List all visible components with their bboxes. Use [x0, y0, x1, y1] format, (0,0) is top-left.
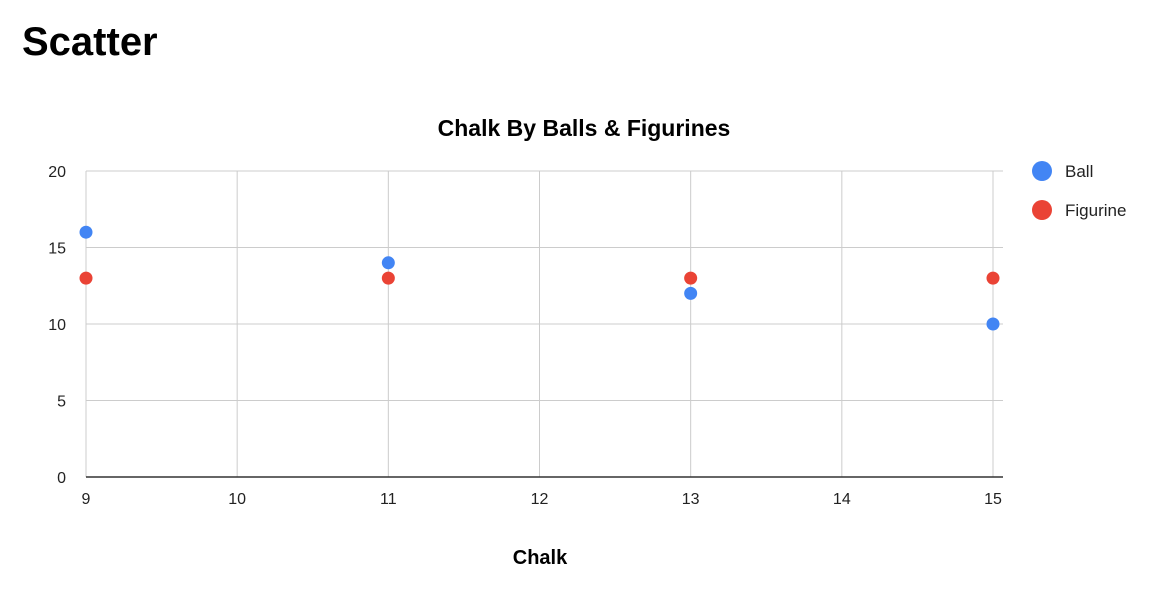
x-tick-label: 14: [833, 491, 851, 508]
data-points: [79, 225, 1000, 331]
legend-label-ball: Ball: [1065, 162, 1093, 181]
legend-marker-ball: [1032, 161, 1052, 181]
page-heading: Scatter: [22, 20, 158, 64]
y-tick-label: 5: [57, 394, 66, 411]
ball-point[interactable]: [79, 225, 93, 239]
y-tick-label: 0: [57, 470, 66, 487]
figurine-point[interactable]: [986, 271, 1000, 285]
chart-title: Chalk By Balls & Figurines: [438, 115, 731, 141]
x-axis-label: Chalk: [513, 547, 568, 569]
y-tick-label: 10: [48, 317, 66, 334]
y-tick-label: 20: [48, 164, 66, 181]
legend-label-figurine: Figurine: [1065, 201, 1126, 220]
x-tick-label: 13: [682, 491, 700, 508]
ball-point[interactable]: [381, 256, 395, 270]
figurine-point[interactable]: [684, 271, 698, 285]
figurine-point[interactable]: [381, 271, 395, 285]
ball-point[interactable]: [986, 317, 1000, 331]
ball-point[interactable]: [684, 286, 698, 300]
legend-marker-figurine: [1032, 200, 1052, 220]
figurine-point[interactable]: [79, 271, 93, 285]
x-tick-label: 15: [984, 491, 1002, 508]
x-tick-label: 10: [228, 491, 246, 508]
y-tick-label: 15: [48, 241, 66, 258]
legend[interactable]: Ball Figurine: [1032, 161, 1126, 220]
tick-labels: 0 5 10 15 20 9 10 11 12 13 14 15: [48, 164, 1002, 508]
grid-lines: [85, 170, 1003, 477]
x-tick-label: 12: [531, 491, 549, 508]
x-tick-label: 9: [82, 491, 91, 508]
x-tick-label: 11: [380, 491, 397, 508]
